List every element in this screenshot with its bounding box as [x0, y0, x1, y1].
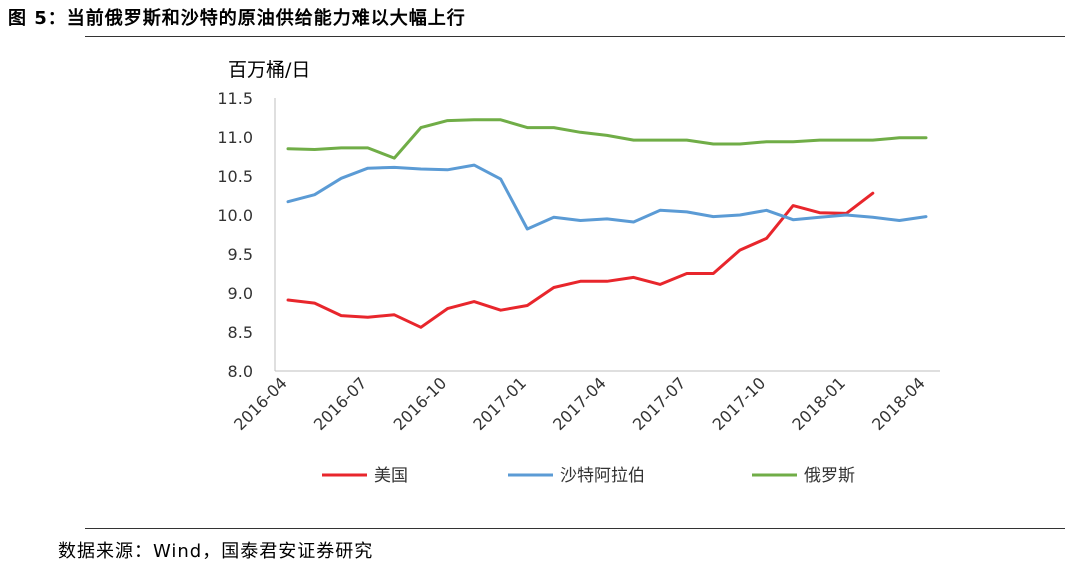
series-line-2	[286, 118, 928, 160]
legend: 美国 沙特阿拉伯 俄罗斯	[322, 466, 855, 486]
legend-label-1: 沙特阿拉伯	[560, 466, 645, 486]
x-tick-label: 2017-01	[469, 373, 530, 434]
y-tick-label: 10.0	[217, 206, 253, 225]
y-tick-label: 9.0	[228, 284, 253, 303]
y-tick-label: 8.0	[228, 362, 253, 381]
data-source-note: 数据来源：Wind，国泰君安证券研究	[58, 541, 374, 562]
x-tick-labels: 2016-04 2016-07 2016-10 2017-01 2017-04 2017-…	[230, 373, 929, 434]
series-lines	[286, 118, 928, 329]
y-tick-label: 10.5	[217, 167, 253, 186]
y-tick-label: 11.0	[217, 128, 253, 147]
series-line-1	[286, 163, 928, 231]
x-tick-label: 2017-10	[709, 373, 770, 434]
legend-label-0: 美国	[374, 466, 408, 486]
legend-label-2: 俄罗斯	[804, 466, 855, 486]
x-tick-label: 2016-10	[390, 373, 451, 434]
y-tick-labels: 8.0 8.5 9.0 9.5 10.0 10.5 11.0 11.5	[217, 89, 253, 381]
figure-title: 图 5：当前俄罗斯和沙特的原油供给能力难以大幅上行	[8, 8, 466, 29]
x-tick-label: 2016-07	[310, 373, 371, 434]
y-tick-label: 8.5	[228, 323, 253, 342]
x-tick-label: 2016-04	[230, 373, 291, 434]
bottom-rule	[85, 528, 1065, 529]
x-tick-label: 2017-04	[549, 373, 610, 434]
y-tick-label: 11.5	[217, 89, 253, 108]
x-tick-label: 2017-07	[629, 373, 690, 434]
top-rule	[85, 36, 1065, 37]
x-tick-label: 2018-04	[868, 373, 929, 434]
y-axis-unit-label: 百万桶/日	[228, 59, 310, 81]
series-line-0	[286, 191, 875, 329]
y-tick-label: 9.5	[228, 245, 253, 264]
x-tick-label: 2018-01	[788, 373, 849, 434]
